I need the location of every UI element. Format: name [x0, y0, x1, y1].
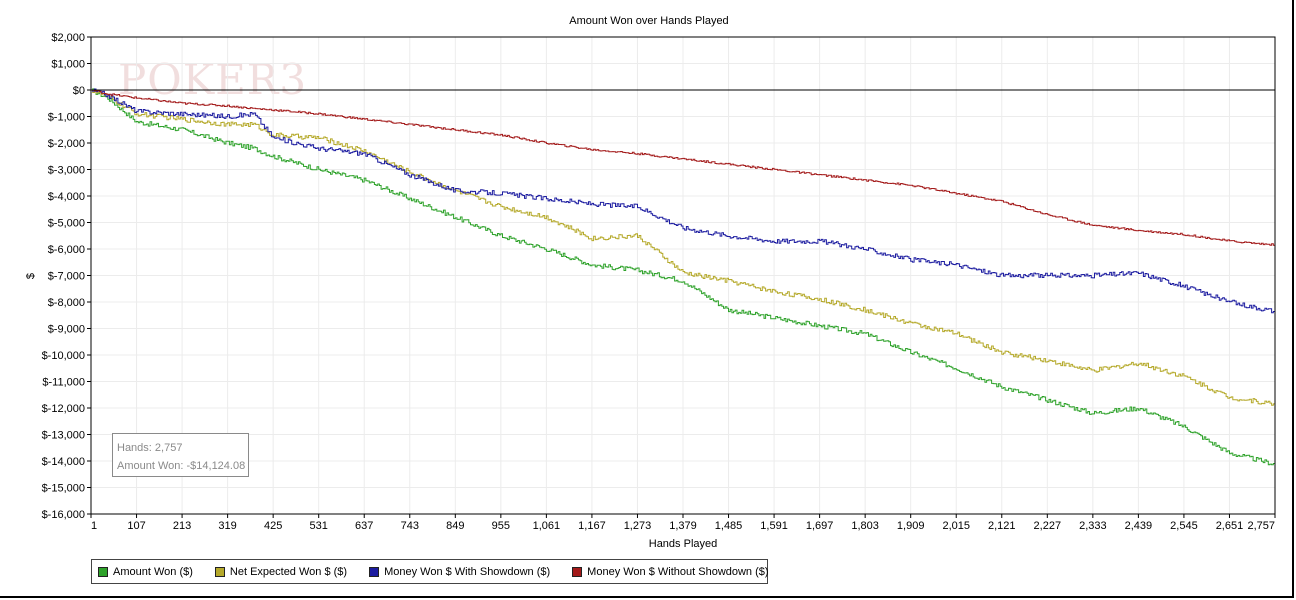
x-tick-label: 955	[492, 520, 510, 532]
legend-label: Net Expected Won $ ($)	[229, 565, 348, 578]
x-tick-label: 107	[127, 520, 145, 532]
x-tick-label: 2,651	[1216, 520, 1244, 532]
y-tick-label: $-8,000	[48, 297, 85, 309]
x-tick-label: 1,803	[851, 520, 879, 532]
y-tick-label: $-7,000	[48, 271, 85, 283]
x-tick-label: 2,121	[988, 520, 1016, 532]
x-tick-label: 1,061	[533, 520, 561, 532]
y-tick-label: $-14,000	[42, 456, 85, 468]
x-tick-label: 2,015	[942, 520, 970, 532]
y-tick-label: $2,000	[51, 32, 85, 44]
y-tick-label: $0	[73, 85, 85, 97]
x-tick-label: 213	[173, 520, 191, 532]
hover-tooltip: Hands: 2,757 Amount Won: -$14,124.08	[112, 433, 249, 477]
y-tick-label: $-2,000	[48, 138, 85, 150]
y-axis-label: $	[25, 273, 37, 279]
x-tick-label: 2,545	[1170, 520, 1198, 532]
x-tick-label: 2,757	[1247, 520, 1275, 532]
x-tick-label: 1,697	[806, 520, 834, 532]
y-tick-label: $-5,000	[48, 218, 85, 230]
y-tick-label: $-15,000	[42, 483, 85, 495]
series-group	[91, 88, 1276, 466]
legend-item: Money Won $ With Showdown ($)	[369, 566, 550, 578]
legend-swatch	[214, 566, 225, 577]
y-tick-label: $-9,000	[48, 324, 85, 336]
tooltip-amount-won: Amount Won: -$14,124.08	[117, 460, 246, 472]
watermark-text: POKER3	[118, 55, 307, 104]
y-tick-label: $-10,000	[42, 350, 85, 362]
tooltip-hands: Hands: 2,757	[117, 442, 183, 454]
legend-swatch	[572, 566, 583, 577]
x-tick-label: 1	[91, 520, 97, 532]
y-tick-label: $-16,000	[42, 509, 85, 521]
x-axis-label: Hands Played	[649, 538, 718, 550]
legend-label: Money Won $ Without Showdown ($)	[587, 565, 769, 578]
x-tick-label: 2,439	[1125, 520, 1153, 532]
legend-item: Money Won $ Without Showdown ($)	[572, 565, 769, 578]
y-tick-label: $-3,000	[48, 165, 85, 177]
x-tick-label: 849	[446, 520, 464, 532]
legend-item: Amount Won ($)	[98, 566, 193, 578]
y-tick-label: $-11,000	[42, 377, 85, 389]
x-tick-label: 2,333	[1079, 520, 1107, 532]
y-tick-label: $-4,000	[48, 191, 85, 203]
x-tick-label: 637	[355, 520, 373, 532]
series-line-3	[91, 88, 1276, 314]
x-tick-label: 319	[218, 520, 236, 532]
logo-watermark: POKER3	[118, 55, 307, 104]
legend-swatch	[98, 566, 108, 577]
series-line-1	[91, 88, 1276, 466]
x-tick-label: 1,591	[760, 520, 788, 532]
legend-label: Amount Won ($)	[113, 565, 193, 578]
legend-item: Net Expected Won $ ($)	[214, 565, 348, 578]
x-tick-label: 425	[264, 520, 282, 532]
y-tick-label: $-13,000	[42, 430, 85, 442]
series-line-4	[91, 89, 1276, 246]
x-tick-label: 1,485	[715, 520, 743, 532]
grid-lines	[90, 36, 1276, 515]
x-tick-label: 2,227	[1034, 520, 1062, 532]
y-tick-label: $-6,000	[48, 244, 85, 256]
x-tick-label: 1,167	[578, 520, 606, 532]
series-line-2	[91, 89, 1276, 406]
x-tick-label: 531	[310, 520, 328, 532]
chart-title: Amount Won over Hands Played	[569, 15, 728, 27]
y-tick-label: $-1,000	[48, 112, 85, 124]
y-axis-ticks: $2,000 $1,000 $0 $-1,000 $-2,000 $-3,000 $-4,0…	[42, 32, 91, 521]
y-tick-label: $1,000	[51, 59, 85, 71]
x-tick-label: 1,379	[669, 520, 697, 532]
x-axis-ticks: 1 107 213 319 425 531 637 743 849 955 1,061 1,167 1,…	[90, 514, 1276, 532]
chart-legend: Amount Won ($) Net Expected Won $ ($) Mone…	[91, 559, 769, 584]
x-tick-label: 743	[401, 520, 419, 532]
legend-swatch	[369, 566, 380, 577]
x-tick-label: 1,273	[624, 520, 652, 532]
legend-label: Money Won $ With Showdown ($)	[384, 565, 551, 578]
y-tick-label: $-12,000	[42, 403, 85, 415]
x-tick-label: 1,909	[897, 520, 925, 532]
